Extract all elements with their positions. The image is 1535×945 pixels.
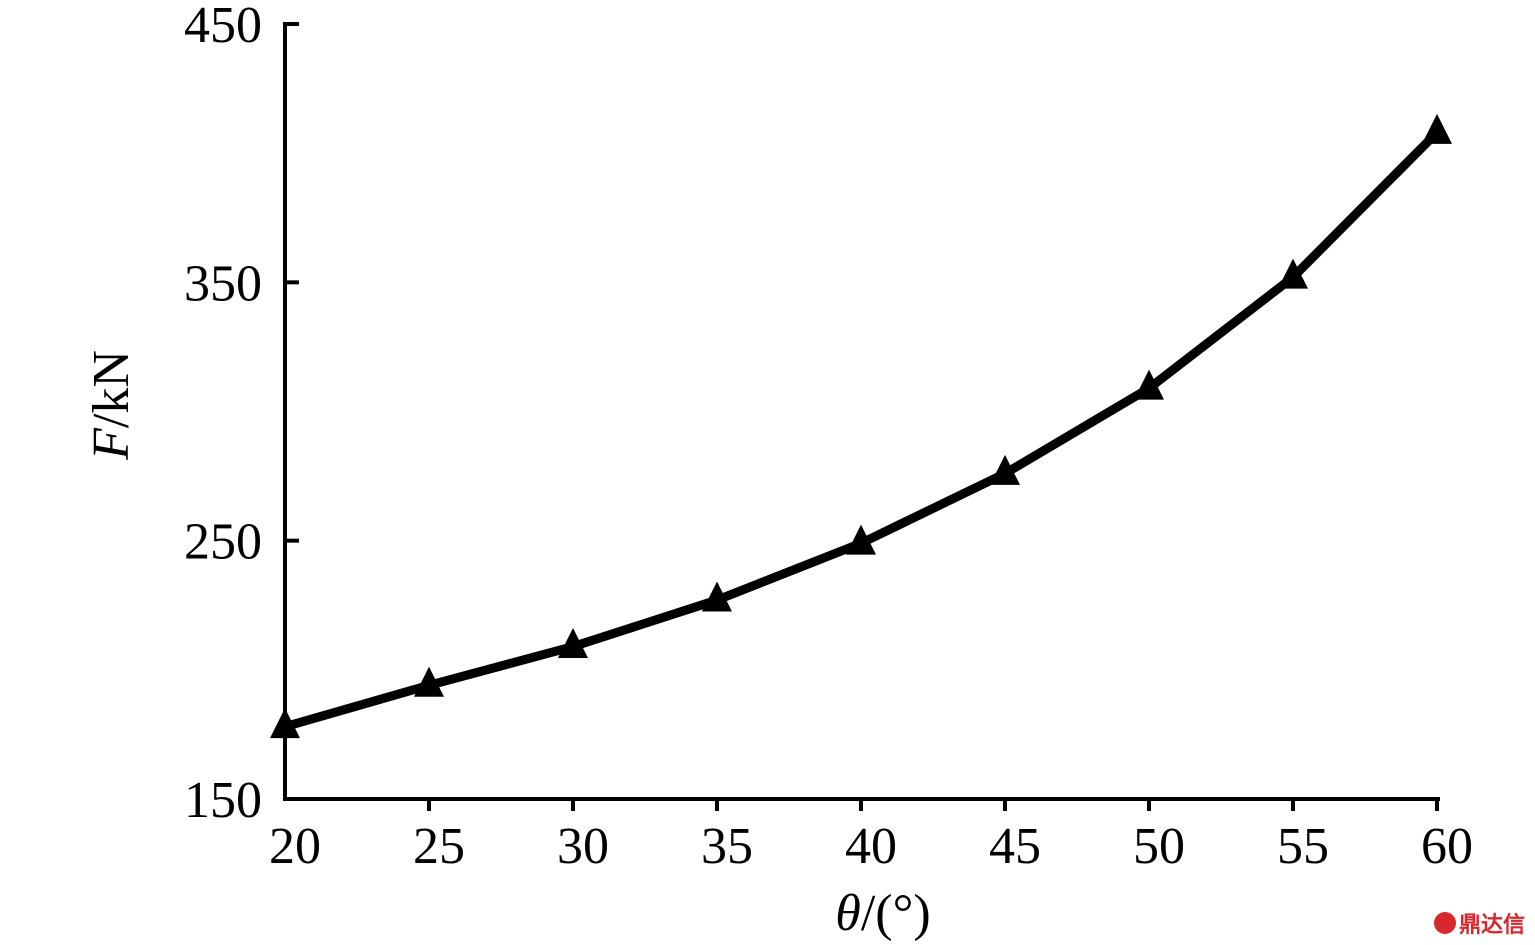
data-point-marker bbox=[558, 627, 588, 658]
series-line bbox=[280, 128, 1442, 732]
watermark: 鼎达信 bbox=[1433, 907, 1525, 939]
data-point-marker bbox=[1278, 258, 1308, 289]
ticks bbox=[285, 22, 1439, 811]
data-point-marker bbox=[846, 524, 876, 555]
y-tick-label: 350 bbox=[184, 255, 262, 312]
axes bbox=[283, 22, 1440, 801]
data-point-marker bbox=[270, 708, 300, 739]
x-tick-label: 40 bbox=[845, 818, 897, 875]
data-point-marker bbox=[414, 666, 444, 697]
watermark-text: 鼎达信 bbox=[1458, 913, 1525, 938]
x-tick-label: 50 bbox=[1133, 818, 1185, 875]
x-tick-label: 30 bbox=[557, 818, 609, 875]
x-tick-label: 35 bbox=[701, 818, 753, 875]
x-tick-label: 45 bbox=[989, 818, 1041, 875]
y-tick-label: 150 bbox=[184, 772, 262, 829]
x-axis-title: θ/(°) bbox=[835, 885, 930, 942]
data-point-marker bbox=[990, 454, 1020, 485]
data-point-marker bbox=[1422, 113, 1452, 144]
y-axis-title: F/kN bbox=[83, 350, 140, 461]
x-tick-label: 20 bbox=[269, 818, 321, 875]
x-tick-label: 60 bbox=[1421, 818, 1473, 875]
x-tick-label: 25 bbox=[413, 818, 465, 875]
x-tick-label: 55 bbox=[1277, 818, 1329, 875]
data-point-marker bbox=[1134, 369, 1164, 400]
series bbox=[270, 113, 1452, 739]
y-tick-label: 250 bbox=[184, 514, 262, 571]
y-tick-label: 450 bbox=[184, 0, 262, 54]
watermark-seal-icon bbox=[1433, 912, 1456, 934]
data-point-marker bbox=[702, 581, 732, 612]
tick-labels: 20 25 30 35 40 45 50 55 60 150 250 350 450 bbox=[184, 0, 1473, 875]
